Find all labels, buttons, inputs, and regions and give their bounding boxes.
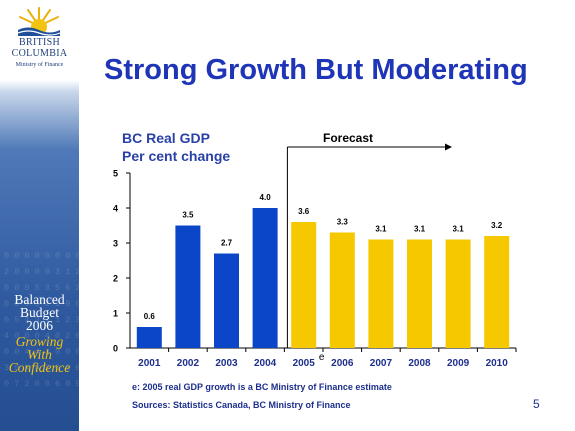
sidebar: BRITISH COLUMBIA Ministry of Finance 0 0… (0, 0, 81, 431)
x-tick-label-2006: 2006 (331, 358, 354, 369)
value-label-2003: 2.7 (221, 239, 233, 248)
page-number: 5 (533, 397, 540, 411)
x-tick-label-2007: 2007 (370, 358, 393, 369)
bar-2010 (484, 236, 510, 348)
value-label-2005: 3.6 (298, 207, 310, 216)
bar-2001 (136, 327, 162, 348)
y-tick-label-3: 3 (113, 239, 118, 249)
logo-text-ministry: Ministry of Finance (15, 62, 64, 68)
sidebar-with: With (27, 347, 52, 362)
bar-2003 (214, 253, 239, 348)
logo-text-british: BRITISH (19, 37, 60, 48)
chart-title-line1: BC Real GDP (122, 130, 210, 146)
bar-2008 (407, 239, 432, 348)
x-tick-label-2010: 2010 (486, 358, 509, 369)
footnote-sources: Sources: Statistics Canada, BC Ministry … (132, 400, 351, 410)
forecast-label: Forecast (323, 131, 374, 145)
bar-2006 (329, 232, 355, 348)
value-label-2007: 3.1 (375, 225, 387, 234)
value-label-2010: 3.2 (491, 221, 503, 230)
value-label-2006: 3.3 (337, 218, 349, 227)
value-label-2008: 3.1 (414, 225, 426, 234)
sidebar-balanced: Balanced (14, 292, 65, 307)
x-tick-label-2001: 2001 (138, 358, 161, 369)
estimate-marker: e (319, 352, 325, 363)
slide-title: Strong Growth But Moderating (104, 54, 528, 86)
x-tick-label-2005: 2005 (293, 358, 316, 369)
bar-2004 (252, 208, 278, 348)
x-tick-label-2002: 2002 (177, 358, 200, 369)
bar-2002 (175, 225, 201, 348)
y-tick-label-4: 4 (113, 204, 118, 214)
sidebar-growing: Growing (15, 334, 64, 349)
bc-logo: BRITISH COLUMBIA Ministry of Finance (0, 2, 79, 80)
y-tick-label-1: 1 (113, 309, 118, 319)
value-label-2009: 3.1 (453, 225, 465, 234)
sunrise-logo-icon (17, 7, 61, 36)
x-tick-label-2003: 2003 (215, 358, 238, 369)
bar-2009 (445, 239, 471, 348)
bar-2007 (368, 239, 394, 348)
x-tick-label-2004: 2004 (254, 358, 277, 369)
footnote-estimate: e: 2005 real GDP growth is a BC Ministry… (132, 382, 392, 392)
value-label-2001: 0.6 (144, 312, 156, 321)
y-tick-label-2: 2 (113, 274, 118, 284)
forecast-arrow-head-icon (445, 143, 452, 151)
sidebar-year: 2006 (26, 318, 53, 333)
y-tick-label-5: 5 (113, 169, 118, 179)
sidebar-confidence: Confidence (8, 360, 71, 375)
chart-title-line2: Per cent change (122, 148, 231, 164)
y-tick-label-0: 0 (113, 344, 118, 354)
x-tick-label-2009: 2009 (447, 358, 470, 369)
bar-2005 (291, 222, 317, 348)
x-tick-label-2008: 2008 (408, 358, 431, 369)
logo-text-columbia: COLUMBIA (11, 48, 68, 59)
value-label-2002: 3.5 (182, 211, 194, 220)
sidebar-budget: Budget (20, 305, 59, 320)
value-label-2004: 4.0 (260, 193, 272, 202)
